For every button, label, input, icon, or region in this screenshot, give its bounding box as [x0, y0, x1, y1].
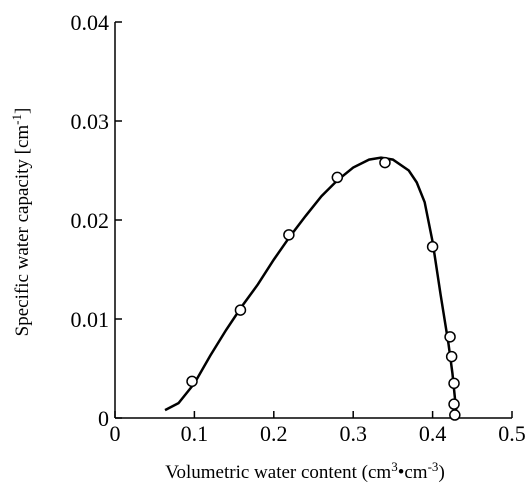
data-point: [449, 409, 461, 421]
y-tick-label: 0.03: [71, 109, 110, 134]
x-tick-label: 0.2: [260, 421, 288, 446]
y-tick-label: 0.04: [71, 10, 110, 35]
y-axis-title-part: -1: [9, 114, 24, 125]
fit-curve: [164, 156, 458, 414]
x-axis-title: Volumetric water content (cm3•cm-3): [165, 459, 445, 484]
x-axis-title-part: Volumetric water content (cm: [165, 462, 391, 483]
data-point: [426, 240, 439, 253]
data-point: [234, 304, 247, 316]
x-axis-title-part: •cm: [398, 462, 428, 483]
x-axis-title-part: ): [438, 462, 444, 483]
y-tick-label: 0.01: [71, 307, 110, 332]
data-point: [379, 156, 391, 169]
data-point: [186, 375, 198, 388]
y-axis-title-part: ]: [12, 108, 33, 114]
x-axis-title-part: 3: [391, 459, 398, 474]
data-point: [448, 377, 460, 390]
data-point: [444, 331, 456, 343]
x-tick-label: 0: [110, 421, 121, 446]
x-axis-title-part: -3: [428, 459, 439, 474]
y-tick-label: 0.02: [71, 208, 110, 233]
data-point: [448, 398, 460, 410]
data-point: [445, 350, 458, 363]
data-point: [331, 171, 344, 184]
x-tick-label: 0.1: [181, 421, 209, 446]
x-tick-label: 0.5: [498, 421, 526, 446]
x-tick-label: 0.3: [339, 421, 367, 446]
data-point: [283, 229, 295, 241]
y-tick-label: 0: [98, 406, 109, 431]
y-axis-title: Specific water capacity [cm-1]: [9, 108, 34, 337]
y-axis-title-part: Specific water capacity [cm: [12, 125, 33, 337]
x-tick-label: 0.4: [419, 421, 447, 446]
